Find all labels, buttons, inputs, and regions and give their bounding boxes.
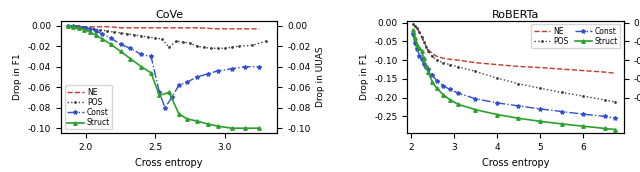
Legend: NE, POS, Const, Struct: NE, POS, Const, Struct bbox=[65, 85, 112, 130]
Title: CoVe: CoVe bbox=[155, 10, 183, 20]
Y-axis label: Drop in UUAS: Drop in UUAS bbox=[316, 47, 325, 107]
Y-axis label: Drop in F1: Drop in F1 bbox=[360, 54, 369, 100]
Legend: NE, POS, Const, Struct: NE, POS, Const, Struct bbox=[531, 24, 620, 48]
Title: RoBERTa: RoBERTa bbox=[492, 10, 540, 20]
X-axis label: Cross entropy: Cross entropy bbox=[135, 158, 203, 168]
Y-axis label: Drop in F1: Drop in F1 bbox=[13, 54, 22, 100]
X-axis label: Cross entropy: Cross entropy bbox=[482, 158, 550, 168]
